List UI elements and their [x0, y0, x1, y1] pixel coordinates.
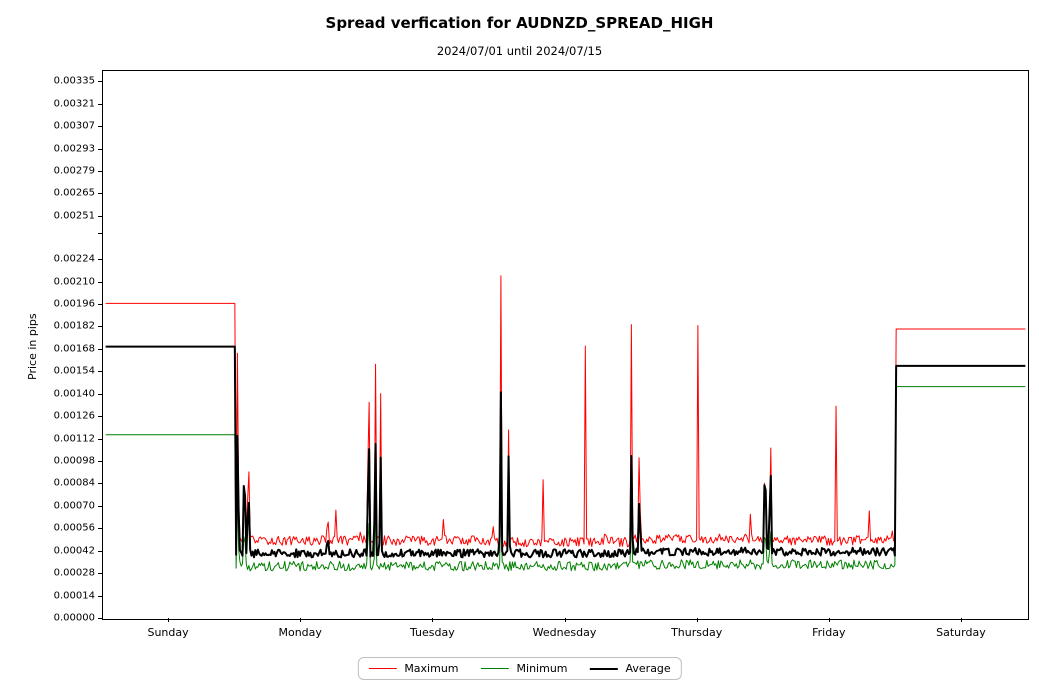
y-tick-label: 0.00251	[54, 210, 95, 221]
y-tick-label: 0.00140	[54, 388, 95, 399]
legend-swatch	[481, 668, 509, 669]
y-tick-label: 0.00042	[54, 545, 95, 556]
y-tick-mark	[98, 506, 102, 507]
x-tick-label: Tuesday	[410, 626, 455, 639]
x-tick-mark	[168, 618, 169, 622]
y-tick-mark	[98, 416, 102, 417]
y-tick-label: 0.00307	[54, 121, 95, 132]
y-tick-mark	[98, 483, 102, 484]
y-tick-label: 0.00070	[54, 500, 95, 511]
x-tick-mark	[432, 618, 433, 622]
x-tick-label: Thursday	[671, 626, 722, 639]
series-average	[106, 347, 1026, 558]
y-tick-label: 0.00196	[54, 298, 95, 309]
y-tick-mark	[98, 216, 102, 217]
y-tick-label: 0.00112	[54, 433, 95, 444]
y-tick-label: 0.00056	[54, 523, 95, 534]
y-tick-label: 0.00293	[54, 143, 95, 154]
y-tick-mark	[98, 149, 102, 150]
y-tick-label: 0.00265	[54, 188, 95, 199]
x-tick-label: Friday	[812, 626, 845, 639]
legend-label: Minimum	[517, 662, 568, 675]
y-tick-mark	[98, 551, 102, 552]
legend-swatch	[590, 668, 618, 670]
x-tick-mark	[300, 618, 301, 622]
chart-subtitle: 2024/07/01 until 2024/07/15	[0, 44, 1039, 58]
legend-swatch	[368, 668, 396, 669]
chart-title: Spread verfication for AUDNZD_SPREAD_HIG…	[0, 14, 1039, 32]
y-tick-mark	[98, 326, 102, 327]
y-tick-mark	[98, 304, 102, 305]
y-tick-label: 0.00154	[54, 366, 95, 377]
y-tick-mark	[98, 126, 102, 127]
y-tick-mark	[98, 528, 102, 529]
x-tick-mark	[829, 618, 830, 622]
x-tick-label: Sunday	[147, 626, 188, 639]
x-tick-mark	[565, 618, 566, 622]
y-tick-label: 0.00028	[54, 568, 95, 579]
figure-root: Spread verfication for AUDNZD_SPREAD_HIG…	[0, 0, 1039, 700]
legend-label: Average	[626, 662, 671, 675]
y-axis-label: Price in pips	[26, 313, 39, 380]
plot-area	[102, 70, 1029, 620]
legend-item-maximum: Maximum	[368, 662, 458, 675]
x-tick-mark	[697, 618, 698, 622]
chart-svg	[103, 71, 1028, 619]
y-tick-label: 0.00000	[54, 613, 95, 624]
y-tick-label: 0.00182	[54, 321, 95, 332]
y-tick-mark	[98, 394, 102, 395]
y-tick-mark	[98, 259, 102, 260]
legend: Maximum Minimum Average	[357, 657, 681, 680]
x-tick-label: Monday	[278, 626, 321, 639]
y-tick-label: 0.00098	[54, 455, 95, 466]
y-tick-mark	[98, 371, 102, 372]
y-tick-mark	[98, 104, 102, 105]
y-tick-mark	[98, 282, 102, 283]
legend-label: Maximum	[404, 662, 458, 675]
x-tick-mark	[961, 618, 962, 622]
x-tick-label: Saturday	[936, 626, 986, 639]
y-tick-label: 0.00279	[54, 165, 95, 176]
legend-item-average: Average	[590, 662, 671, 675]
y-tick-mark	[98, 596, 102, 597]
y-tick-mark	[98, 193, 102, 194]
x-tick-label: Wednesday	[533, 626, 597, 639]
y-tick-label: 0.00126	[54, 411, 95, 422]
y-tick-mark	[98, 573, 102, 574]
legend-item-minimum: Minimum	[481, 662, 568, 675]
y-tick-mark	[98, 618, 102, 619]
y-tick-label: 0.00014	[54, 590, 95, 601]
y-tick-mark	[98, 439, 102, 440]
y-tick-mark	[98, 81, 102, 82]
y-tick-mark	[98, 349, 102, 350]
y-tick-label: 0.00224	[54, 254, 95, 265]
y-tick-label: 0.00084	[54, 478, 95, 489]
y-tick-mark	[98, 461, 102, 462]
y-tick-label: 0.00210	[54, 276, 95, 287]
y-tick-label: 0.00335	[54, 76, 95, 87]
y-tick-label: 0.00321	[54, 98, 95, 109]
y-tick-label: 0.00168	[54, 343, 95, 354]
y-tick-mark	[98, 171, 102, 172]
y-tick-mark	[98, 233, 102, 234]
